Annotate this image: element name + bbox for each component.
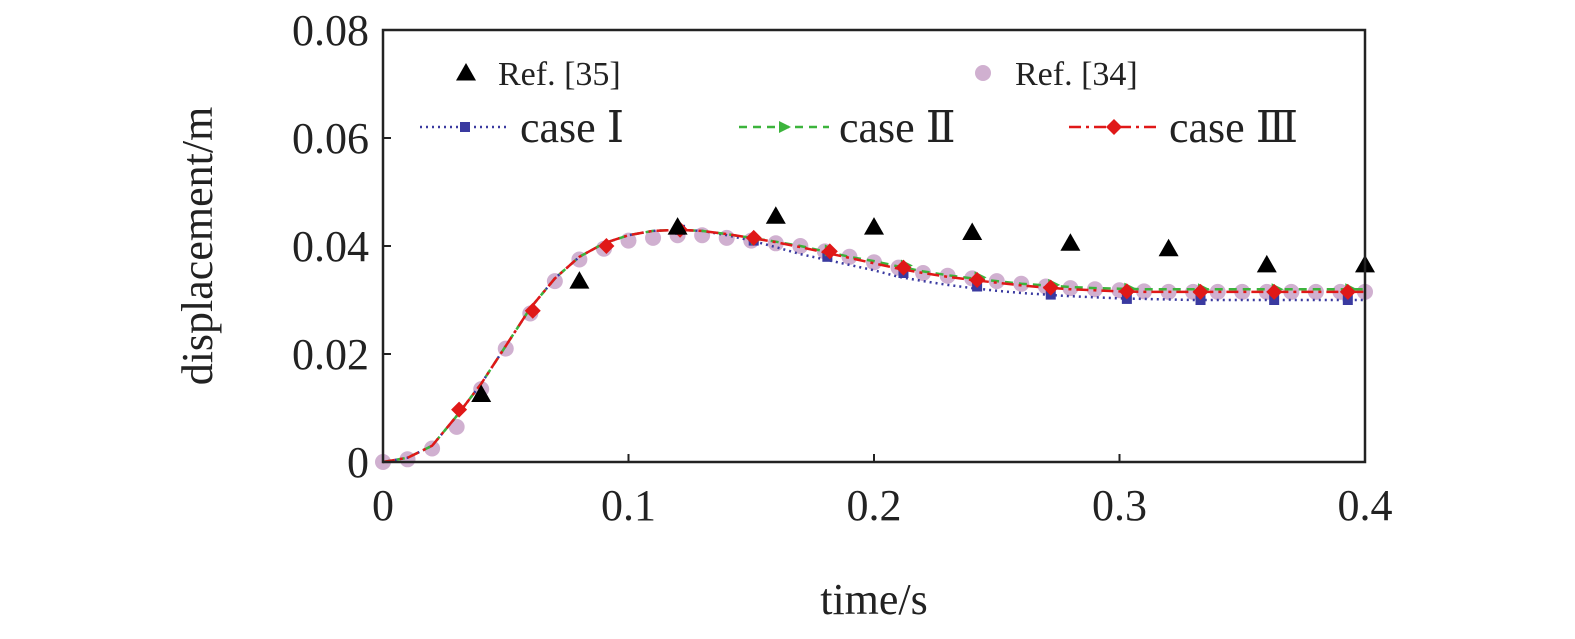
series-0 — [471, 206, 1375, 402]
data-point — [939, 267, 956, 284]
data-point — [448, 418, 465, 435]
y-tick-label: 0.08 — [292, 6, 369, 55]
plot-frame — [381, 28, 1367, 464]
x-axis-label: time/s — [820, 575, 928, 624]
data-point — [569, 271, 590, 289]
x-tick-label: 0.2 — [847, 481, 902, 530]
legend-entry: case Ⅱ — [739, 103, 956, 152]
legend-entry: Ref. [34] — [975, 56, 1138, 93]
legend-label: Ref. [34] — [1015, 56, 1138, 93]
legend: Ref. [35] Ref. [34] case Ⅰ case Ⅱ case Ⅲ — [420, 56, 1298, 152]
data-point — [1266, 283, 1283, 300]
data-point — [915, 265, 932, 281]
data-point — [598, 238, 615, 254]
x-tick-label: 0.4 — [1338, 481, 1393, 530]
data-point — [962, 222, 983, 240]
data-point — [1283, 283, 1300, 300]
legend-label: case Ⅱ — [839, 103, 956, 152]
legend-marker — [975, 65, 991, 81]
y-tick-label: 0.02 — [292, 330, 369, 379]
data-point — [1158, 238, 1179, 257]
series-line — [382, 228, 1365, 464]
data-point — [471, 384, 492, 402]
data-point — [1192, 283, 1209, 300]
data-point — [667, 217, 688, 235]
data-point — [1339, 283, 1356, 300]
data-point — [1195, 295, 1206, 305]
data-point — [451, 401, 468, 418]
data-point — [1342, 295, 1353, 305]
legend-marker — [779, 121, 791, 133]
data-point — [645, 229, 662, 246]
data-point — [821, 243, 838, 260]
y-axis-label: displacement/m — [173, 107, 222, 386]
data-point — [1256, 254, 1277, 273]
series-layer — [375, 206, 1375, 470]
series-1 — [375, 227, 1373, 470]
data-point — [969, 272, 986, 289]
data-point — [1060, 233, 1081, 251]
data-point — [1234, 283, 1251, 300]
series-4 — [382, 221, 1365, 464]
legend-entry: case Ⅲ — [1069, 103, 1298, 152]
legend-marker — [1106, 119, 1122, 135]
data-point — [841, 248, 858, 265]
x-tick-label: 0.3 — [1092, 481, 1147, 530]
data-point — [1118, 283, 1135, 300]
data-point — [1269, 295, 1280, 305]
legend-label: Ref. [35] — [498, 56, 621, 93]
ticks-layer: 0 0.1 0.2 0.3 0.4 0 0.02 0.04 0.06 0.08 — [292, 6, 1393, 530]
data-point — [895, 259, 912, 276]
y-tick-label: 0 — [347, 438, 369, 487]
legend-label: case Ⅰ — [520, 103, 624, 152]
data-point — [745, 229, 762, 246]
data-point — [864, 217, 884, 235]
y-tick-label: 0.06 — [292, 114, 369, 163]
data-point — [524, 302, 541, 319]
x-tick-label: 0 — [372, 481, 394, 530]
data-point — [424, 440, 441, 457]
data-point — [765, 206, 786, 224]
data-point — [1209, 283, 1226, 300]
x-tick-label: 0.1 — [601, 481, 656, 530]
data-point — [1042, 279, 1059, 296]
legend-label: case Ⅲ — [1169, 103, 1298, 152]
legend-entry: Ref. [35] — [456, 56, 621, 93]
legend-entry: case Ⅰ — [420, 103, 624, 152]
data-point — [497, 340, 514, 357]
legend-marker — [460, 122, 470, 132]
y-tick-label: 0.04 — [292, 222, 369, 271]
legend-marker — [456, 63, 476, 81]
data-point — [1307, 283, 1324, 300]
